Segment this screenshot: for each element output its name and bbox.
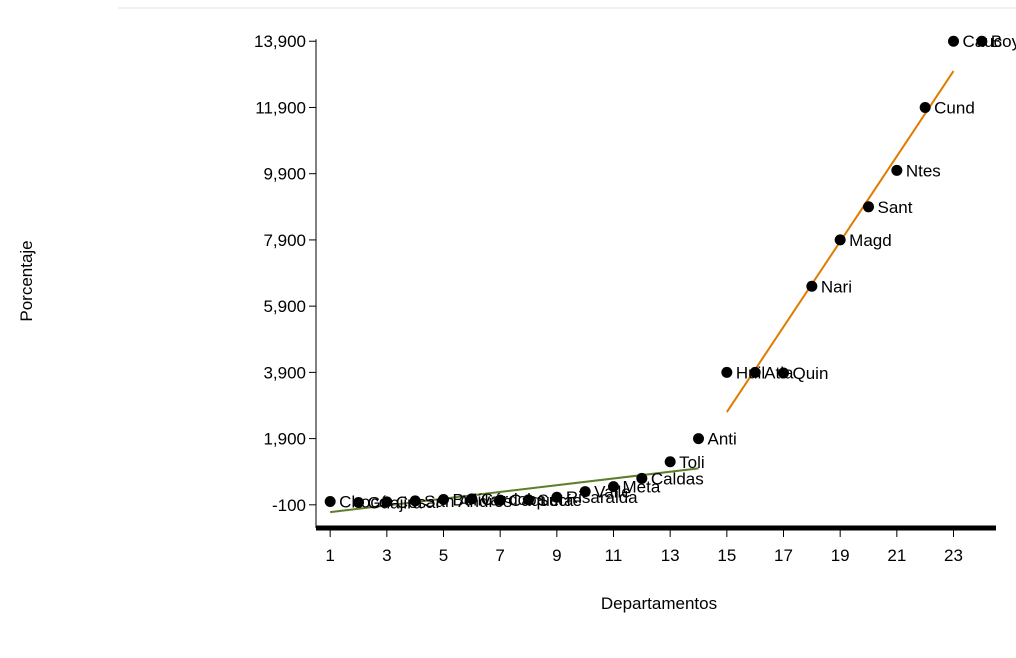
- x-tick-label: 1: [325, 546, 334, 565]
- x-tick-label: 9: [552, 546, 561, 565]
- x-tick-label: 21: [887, 546, 906, 565]
- fit-lines: [330, 70, 955, 514]
- data-point: [353, 497, 364, 509]
- data-point: [664, 456, 676, 468]
- data-point: [494, 494, 506, 506]
- data-point-label: Cund: [934, 98, 975, 117]
- y-tick-label: 1,900: [263, 430, 306, 449]
- data-point: [523, 494, 534, 506]
- axes: -100 1,900 3,900 5,900 7,900 9,900 11,900 13,90…: [254, 32, 996, 565]
- data-point: [409, 495, 421, 507]
- y-axis-title: Porcentaje: [17, 240, 36, 321]
- x-ticks: 1 3 5 7 9 11 13 15 17 19 21 23: [325, 530, 963, 565]
- data-point-label: Toli: [679, 453, 705, 472]
- x-tick-label: 23: [944, 546, 963, 565]
- y-tick-label: 11,900: [255, 98, 306, 117]
- data-point: [381, 496, 393, 508]
- data-point: [806, 280, 818, 292]
- data-point-label: Anti: [708, 430, 737, 449]
- y-tick-label: -100: [272, 496, 306, 515]
- x-tick-label: 7: [495, 546, 504, 565]
- data-point: [891, 164, 903, 176]
- data-point-label: Guajira: [368, 494, 423, 513]
- data-point-label: Sant: [878, 198, 913, 217]
- data-point: [438, 494, 449, 506]
- y-tick-label: 9,900: [263, 165, 306, 184]
- x-tick-label: 15: [717, 546, 736, 565]
- data-point-label: Caldas: [651, 469, 704, 488]
- data-point: [919, 101, 931, 113]
- data-point: [579, 486, 591, 498]
- data-point-label: Magd: [849, 231, 892, 250]
- data-point: [976, 35, 988, 47]
- y-tick-label: 3,900: [263, 363, 306, 382]
- data-point-label: Quin: [793, 364, 829, 383]
- data-point: [834, 234, 846, 246]
- data-point: [749, 366, 761, 378]
- y-tick-label: 5,900: [263, 297, 306, 316]
- x-tick-label: 5: [439, 546, 448, 565]
- data-point: [721, 366, 733, 378]
- data-point-label: Ntes: [906, 161, 941, 180]
- data-point-label: Meta: [623, 478, 661, 497]
- data-point: [778, 367, 789, 379]
- data-point-label: Nari: [821, 277, 852, 296]
- data-point: [608, 481, 619, 493]
- x-axis-title: Departamentos: [601, 594, 717, 613]
- x-tick-label: 3: [382, 546, 391, 565]
- y-tick-label: 13,900: [254, 32, 306, 51]
- data-point: [948, 35, 959, 47]
- data-point: [466, 493, 478, 505]
- data-point: [693, 433, 704, 445]
- data-point-label: Bolívar: [453, 491, 506, 510]
- data-point: [636, 472, 648, 484]
- x-tick-label: 19: [831, 546, 850, 565]
- x-tick-label: 13: [661, 546, 680, 565]
- x-tick-label: 17: [774, 546, 793, 565]
- data-points: ChocóGuajiraCesarSan AndrésBolívarCórdob…: [324, 32, 1016, 513]
- data-point: [551, 491, 563, 503]
- data-point-label: Valle: [594, 483, 631, 502]
- data-point: [324, 496, 336, 508]
- y-ticks: -100 1,900 3,900 5,900 7,900 9,900 11,900 13,90…: [254, 32, 316, 515]
- data-point: [863, 201, 874, 213]
- data-point-label: Boya: [991, 32, 1016, 51]
- x-tick-label: 11: [605, 546, 623, 565]
- y-tick-label: 7,900: [263, 231, 306, 250]
